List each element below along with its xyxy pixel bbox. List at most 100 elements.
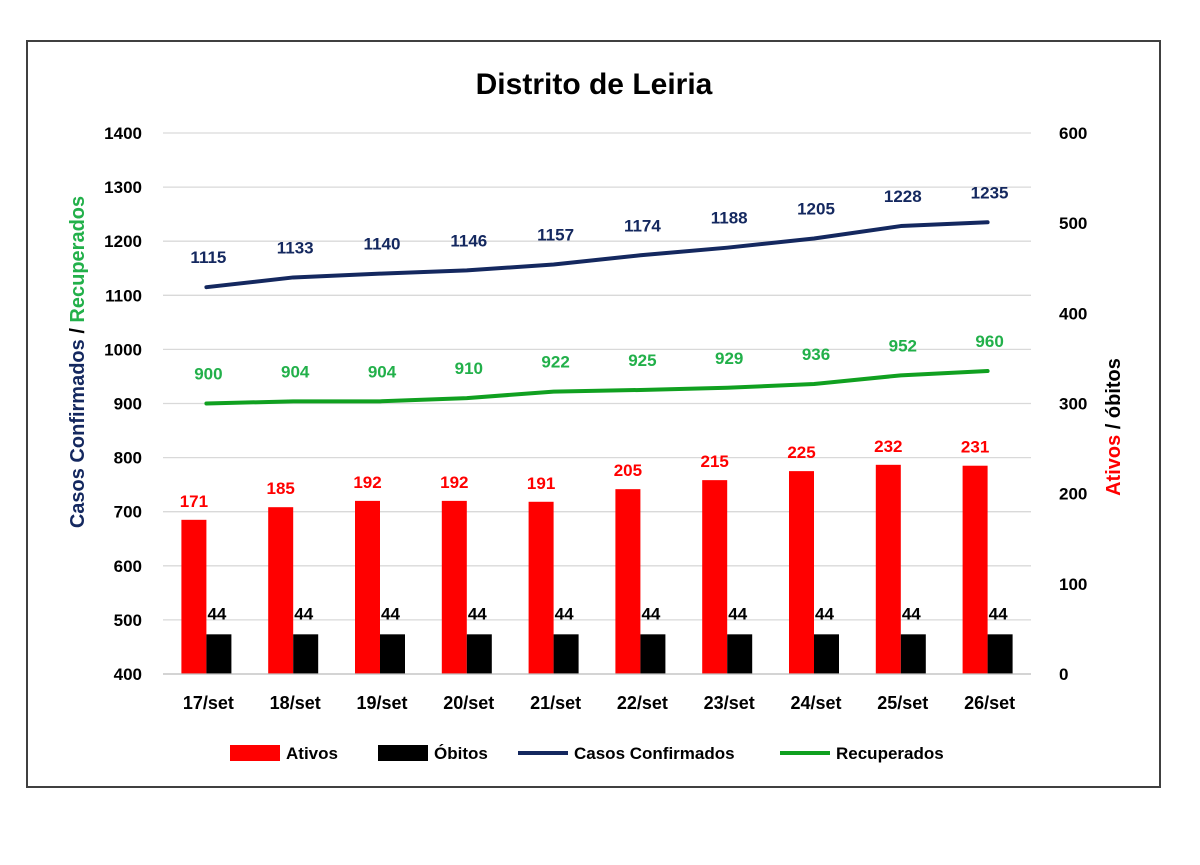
chart-title: Distrito de Leiria [476, 68, 713, 101]
data-label-casos-confirmados: 1133 [277, 238, 314, 257]
legend-label: Casos Confirmados [574, 744, 735, 763]
data-label--bitos: 44 [815, 604, 834, 623]
left-tick-label: 1000 [104, 340, 142, 359]
bar--bitos [293, 634, 319, 674]
legend: Ativos Óbitos Casos Confirmados Recuperados [230, 744, 944, 763]
bar-ativos [875, 464, 901, 674]
left-tick-label: 1400 [104, 124, 142, 143]
bar--bitos [987, 634, 1013, 674]
bar-ativos [615, 489, 641, 674]
category-label: 24/set [790, 693, 841, 713]
data-label-recuperados: 960 [975, 332, 1003, 351]
data-label-ativos: 171 [180, 492, 208, 511]
left-axis-title-separator: / [67, 323, 89, 340]
data-labels: 171 185 192 192 191 205 215 225 232 231 44 44 44 44 44… [180, 183, 1009, 623]
data-label-ativos: 185 [267, 479, 295, 498]
data-label-casos-confirmados: 1146 [450, 231, 487, 250]
data-label--bitos: 44 [468, 604, 487, 623]
legend-label: Recuperados [836, 744, 944, 763]
bar--bitos [553, 634, 579, 674]
left-axis-title-part1: Casos Confirmados [67, 339, 89, 528]
left-tick-label: 700 [114, 503, 142, 522]
bar-ativos [268, 507, 294, 674]
legend-label: Ativos [286, 744, 338, 763]
data-label-ativos: 231 [961, 438, 989, 457]
bar-ativos [702, 480, 728, 674]
data-label-ativos: 225 [787, 443, 815, 462]
right-axis-title-separator: / [1103, 418, 1125, 435]
category-label: 26/set [964, 693, 1015, 713]
right-tick-label: 200 [1059, 485, 1087, 504]
data-label--bitos: 44 [989, 604, 1008, 623]
data-label--bitos: 44 [207, 604, 226, 623]
data-label-recuperados: 922 [541, 353, 569, 372]
data-label-recuperados: 925 [628, 351, 656, 370]
data-label-casos-confirmados: 1235 [971, 183, 1009, 202]
bar-ativos [528, 501, 554, 674]
bar--bitos [640, 634, 666, 674]
data-label-recuperados: 929 [715, 349, 743, 368]
left-tick-label: 800 [114, 449, 142, 468]
category-label: 25/set [877, 693, 928, 713]
data-label-casos-confirmados: 1188 [711, 209, 748, 228]
category-label: 21/set [530, 693, 581, 713]
bar--bitos [466, 634, 492, 674]
data-label-recuperados: 936 [802, 345, 830, 364]
data-label-ativos: 192 [440, 473, 468, 492]
category-label: 22/set [617, 693, 668, 713]
bar--bitos [380, 634, 405, 674]
data-label-casos-confirmados: 1115 [190, 248, 226, 267]
data-label-recuperados: 910 [455, 359, 483, 378]
right-tick-label: 600 [1059, 124, 1087, 143]
gridlines [163, 132, 1031, 675]
right-axis-title-part2: óbitos [1103, 358, 1125, 418]
left-axis-title-part2: Recuperados [67, 196, 89, 323]
bar-ativos [441, 500, 467, 674]
left-axis-ticks: 400 500 600 700 800 900 1000 1100 1200 1300 1400 [104, 124, 142, 684]
right-tick-label: 500 [1059, 214, 1087, 233]
line-casos-confirmados [204, 220, 990, 290]
data-label--bitos: 44 [728, 604, 747, 623]
data-label-recuperados: 904 [281, 362, 310, 381]
left-tick-label: 1300 [104, 178, 142, 197]
category-label: 20/set [443, 693, 494, 713]
right-tick-label: 0 [1059, 665, 1068, 684]
data-label--bitos: 44 [294, 604, 313, 623]
bar--bitos [206, 634, 232, 674]
data-label--bitos: 44 [555, 604, 574, 623]
left-axis-title: Casos Confirmados / Recuperados [67, 196, 89, 528]
line-recuperados [204, 369, 990, 406]
data-label-recuperados: 904 [368, 362, 397, 381]
bar--bitos [900, 634, 926, 674]
data-label-casos-confirmados: 1205 [797, 199, 835, 218]
data-label-casos-confirmados: 1174 [624, 216, 661, 235]
chart-frame: Distrito de Leiria 400 500 600 700 800 900 100… [26, 40, 1161, 788]
bar-ativos [789, 471, 814, 674]
data-label-casos-confirmados: 1140 [364, 235, 401, 254]
data-label-ativos: 192 [353, 473, 381, 492]
right-axis-title: Ativos / óbitos [1103, 358, 1125, 496]
legend-swatch [230, 745, 280, 761]
left-tick-label: 400 [114, 665, 142, 684]
right-tick-label: 100 [1059, 575, 1087, 594]
right-tick-label: 400 [1059, 304, 1087, 323]
category-axis: 17/set 18/set 19/set 20/set 21/set 22/set 23/s… [163, 673, 1031, 713]
legend-item-casos-confirmados: Casos Confirmados [518, 744, 735, 763]
data-label--bitos: 44 [902, 604, 921, 623]
data-label-ativos: 232 [874, 437, 902, 456]
bar-ativos [962, 465, 988, 674]
data-label--bitos: 44 [381, 604, 400, 623]
bars [181, 464, 1013, 674]
data-label-ativos: 215 [701, 452, 729, 471]
data-label-recuperados: 900 [194, 365, 222, 384]
lines [204, 220, 990, 406]
bar-ativos [355, 500, 380, 674]
right-axis-ticks: 0 100 200 300 400 500 600 [1059, 124, 1087, 684]
category-label: 18/set [270, 693, 321, 713]
legend-swatch [378, 745, 428, 761]
legend-label: Óbitos [434, 744, 488, 763]
data-label-casos-confirmados: 1157 [537, 225, 574, 244]
bar-ativos [181, 519, 207, 674]
chart: Distrito de Leiria 400 500 600 700 800 900 100… [67, 68, 1125, 763]
legend-item--bitos: Óbitos [378, 744, 488, 763]
